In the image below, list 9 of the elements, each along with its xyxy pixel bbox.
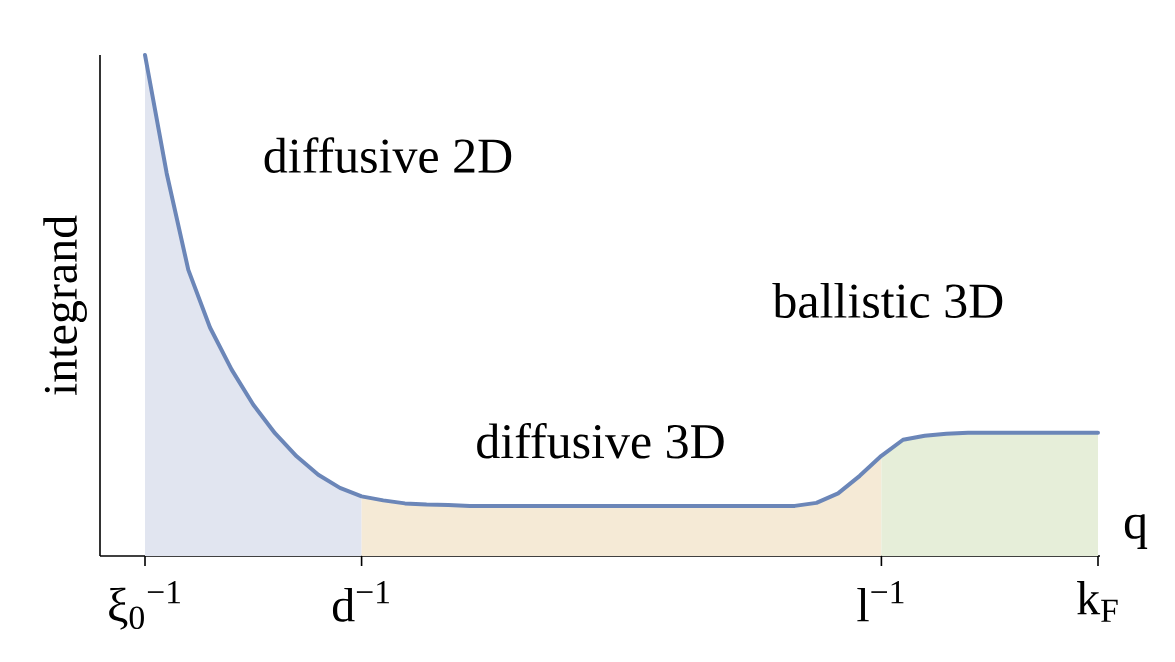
- annotation: ballistic 3D: [772, 282, 1003, 319]
- x-tick-label: k$_{F}$: [1077, 581, 1118, 622]
- annotation: diffusive 2D: [264, 137, 512, 174]
- x-tick-label: d$^{−1}$: [332, 581, 389, 622]
- x-tick-label: ξ$_{0}$−1: [109, 581, 180, 630]
- x-tick-label: l$^{−1}$: [857, 581, 904, 622]
- x-axis-title: q: [1124, 514, 1148, 549]
- y-axis-title: integrand: [43, 215, 87, 396]
- annotation: diffusive 3D: [477, 422, 724, 459]
